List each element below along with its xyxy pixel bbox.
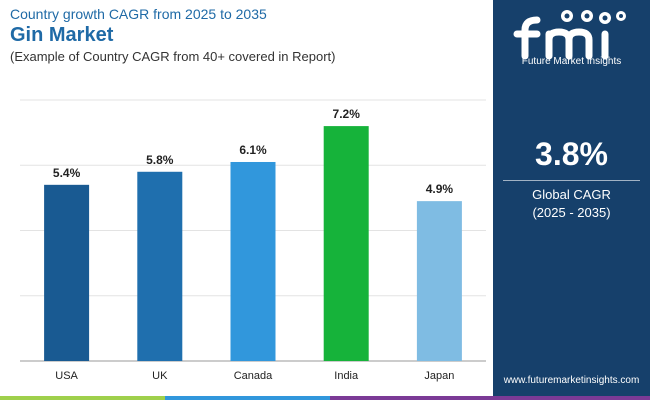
tick-label-india: India: [334, 370, 359, 382]
tick-label-usa: USA: [55, 370, 78, 382]
value-label-india: 7.2%: [333, 107, 361, 121]
chart-subtitle: Country growth CAGR from 2025 to 2035: [10, 6, 267, 22]
chart-header: Country growth CAGR from 2025 to 2035 Gi…: [10, 6, 336, 65]
bar-canada: [230, 161, 276, 361]
bars: [44, 126, 462, 361]
divider: [503, 180, 640, 181]
bar-india: [323, 126, 369, 361]
x-tick-labels: USA UK Canada India Japan: [55, 370, 454, 382]
fmi-logo-icon: [513, 10, 626, 60]
cagr-label-text: Global CAGR: [532, 187, 611, 202]
bar-usa: [44, 184, 90, 361]
value-label-uk: 5.8%: [146, 153, 174, 167]
value-labels: 5.4% 5.8% 6.1% 7.2% 4.9%: [53, 107, 453, 196]
chart-note: (Example of Country CAGR from 40+ covere…: [10, 49, 336, 64]
bottom-bar-segment-green: [0, 396, 165, 400]
cagr-period-text: (2025 - 2035): [532, 205, 611, 220]
bottom-bar-segment-purple: [330, 396, 650, 400]
summary-panel: Future Market Insights 3.8% Global CAGR …: [493, 0, 650, 396]
chart-title: Gin Market: [10, 24, 114, 46]
value-label-usa: 5.4%: [53, 166, 81, 180]
global-cagr-label: Global CAGR (2025 - 2035): [493, 186, 650, 222]
tick-label-japan: Japan: [424, 370, 454, 382]
value-label-canada: 6.1%: [239, 143, 267, 157]
tick-label-uk: UK: [152, 370, 168, 382]
tick-label-canada: Canada: [234, 370, 273, 382]
bar-uk: [137, 171, 183, 361]
value-label-japan: 4.9%: [426, 182, 454, 196]
global-cagr-value: 3.8%: [535, 136, 608, 172]
bar-chart: 5.4% 5.8% 6.1% 7.2% 4.9% USA UK Canada India Jap…: [20, 99, 486, 382]
bottom-color-bar: [0, 396, 650, 400]
logo-text: Future Market Insights: [521, 56, 622, 67]
website-link[interactable]: www.futuremarketinsights.com: [503, 375, 640, 386]
bottom-bar-segment-blue: [165, 396, 330, 400]
bar-japan: [416, 201, 462, 361]
